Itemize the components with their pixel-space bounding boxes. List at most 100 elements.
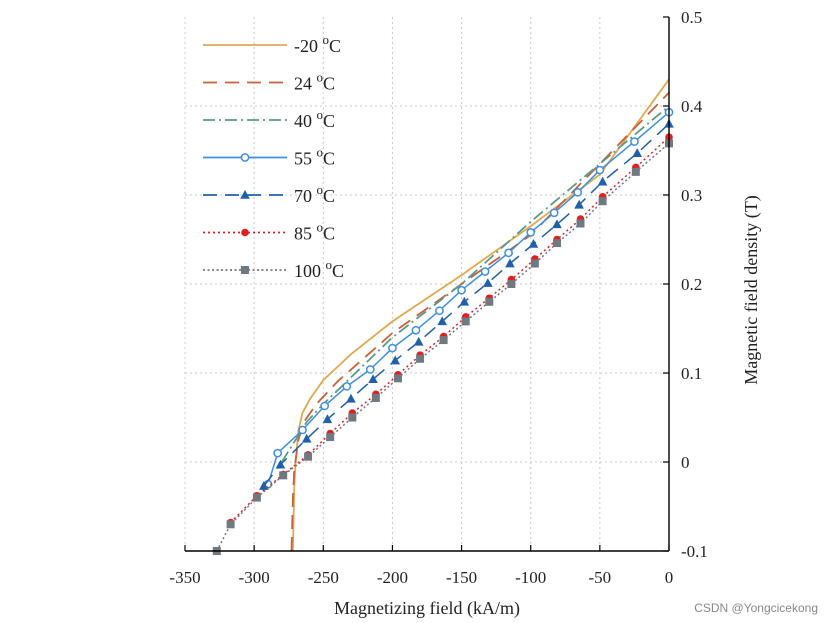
legend: -20 oC 24 oC 40 oC 55 oC 70 oC 85 oC 100 oC [203,32,344,281]
y-tick-label: 0 [681,453,690,472]
data-point [416,354,425,363]
data-point [459,296,470,306]
data-point [411,325,421,335]
legend-marker [241,228,249,237]
legend-label: 55 oC [294,145,335,169]
data-point [507,280,516,288]
legend-label: 70 oC [294,182,335,206]
data-point [342,382,352,391]
data-point [504,248,513,258]
series-2 [290,91,670,552]
data-point [435,306,444,316]
x-tick-label: 0 [665,568,674,587]
data-point [226,520,235,529]
data-point [576,219,585,228]
data-point [368,374,378,384]
data-point [574,199,584,209]
data-point [279,471,288,480]
legend-item: 40 oC [203,107,335,131]
series-line [290,91,670,552]
data-point [439,336,448,345]
data-point [348,413,357,422]
legend-item: -20 oC [203,32,341,56]
series-1 [292,78,670,552]
series-5 [259,118,674,490]
data-point [598,197,607,206]
data-point [483,278,493,287]
y-tick-label: 0.5 [681,8,702,27]
data-point [320,401,330,411]
series-7 [212,139,673,555]
legend-item: 55 oC [203,145,335,169]
data-point [365,365,375,374]
data-point [273,448,283,458]
watermark: CSDN @Yongcicekong [694,601,818,615]
data-point [322,414,333,424]
legend-item: 85 oC [203,220,335,244]
y-tick-label: -0.1 [681,542,708,561]
legend-item: 70 oC [203,182,335,206]
data-point [552,219,562,229]
data-point [485,297,494,306]
tick-labels: -350 -300 -250 -200 -150 -100 -50 0 -0.1 0 0.1 0.2 0… [169,8,708,587]
data-point [549,208,559,218]
data-point [298,425,307,435]
series-3 [281,105,670,463]
data-point [304,452,313,461]
data-point [552,239,561,248]
y-axis-label: Magnetic field density (T) [741,195,762,384]
legend-label: 100 oC [294,257,344,281]
data-point [526,228,536,237]
legend-marker [240,153,250,162]
data-point [259,481,269,490]
data-point [346,393,356,403]
legend-marker [241,266,249,274]
series-line [281,105,670,463]
grid [185,17,669,551]
data-point [301,433,312,443]
x-tick-label: -250 [308,568,339,587]
series-line [267,111,670,485]
x-axis-label: Magnetizing field (kA/m) [334,598,520,619]
data-point [252,493,261,502]
x-tick-label: -200 [377,568,408,587]
data-point [505,258,515,268]
x-tick-label: -150 [446,568,477,587]
legend-item: 24 oC [203,70,335,94]
series-layer [212,78,674,555]
y-tick-label: 0.1 [681,364,702,383]
data-point [461,317,470,326]
data-point [437,316,448,326]
legend-label: 85 oC [294,220,335,244]
x-tick-label: -50 [589,568,612,587]
data-point [595,165,605,175]
data-point [631,167,640,176]
legend-label: 40 oC [294,107,335,131]
axes [184,16,670,552]
x-tick-label: -100 [515,568,546,587]
x-tick-label: -300 [239,568,270,587]
data-point [457,285,466,295]
data-point [326,433,335,442]
data-point [597,176,608,186]
data-point [630,137,639,146]
data-point [413,336,424,346]
data-point [371,393,380,402]
legend-item: 100 oC [203,257,344,281]
data-point [275,459,286,469]
y-tick-label: 0.3 [681,186,702,205]
data-point [390,355,400,365]
data-point [530,259,539,268]
series-line [292,78,670,552]
data-point [393,374,402,383]
y-tick-label: 0.2 [681,275,702,294]
legend-label: -20 oC [294,32,341,56]
legend-label: 24 oC [294,70,335,94]
legend-marker [240,190,250,199]
x-tick-label: -350 [169,568,200,587]
y-tick-label: 0.4 [681,97,703,116]
data-point [573,187,583,197]
data-point [528,238,539,248]
series-line [263,123,670,487]
